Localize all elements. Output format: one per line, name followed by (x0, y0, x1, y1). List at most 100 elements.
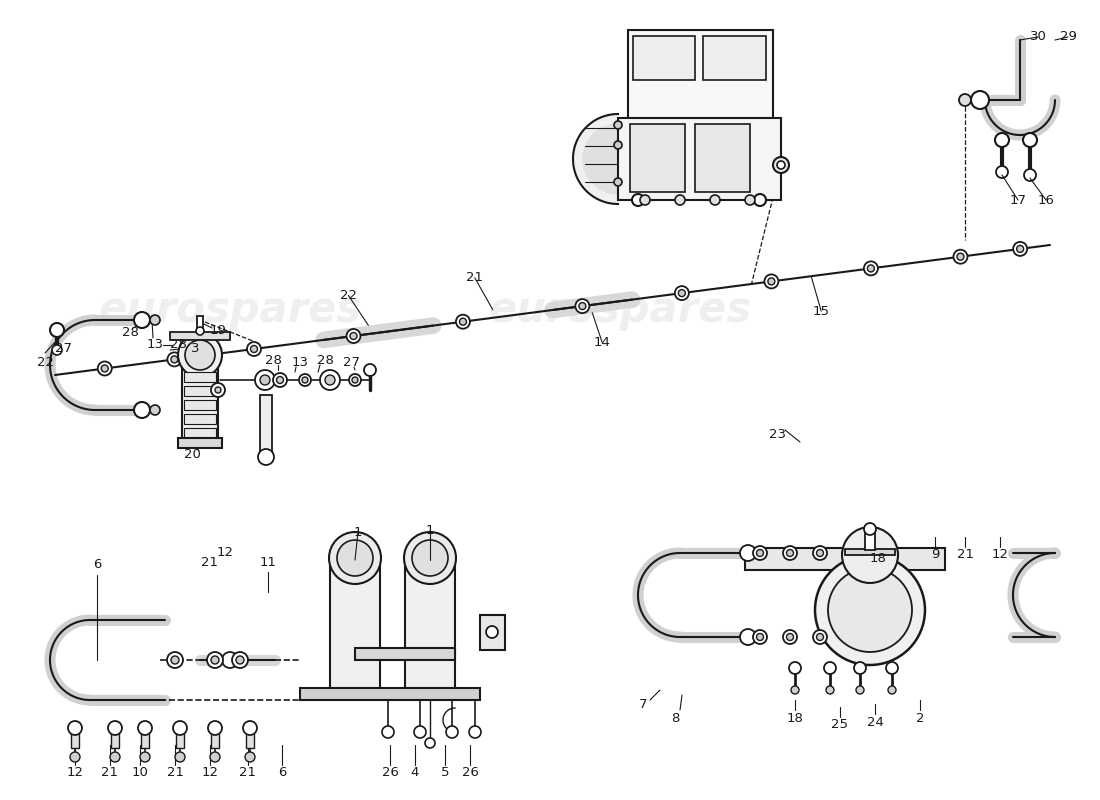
Circle shape (320, 370, 340, 390)
Circle shape (768, 278, 774, 285)
Circle shape (248, 342, 261, 356)
Circle shape (996, 166, 1008, 178)
Circle shape (276, 377, 284, 383)
Circle shape (258, 449, 274, 465)
Circle shape (196, 327, 204, 335)
Circle shape (813, 546, 827, 560)
Bar (197, 316, 204, 332)
Text: 5: 5 (441, 766, 449, 778)
Circle shape (185, 340, 214, 370)
Circle shape (745, 195, 755, 205)
Bar (184, 428, 216, 438)
Text: 24: 24 (867, 715, 883, 729)
Circle shape (740, 629, 756, 645)
Text: 27: 27 (343, 357, 361, 370)
Text: 13: 13 (292, 357, 308, 370)
Bar (72, 733, 79, 748)
Text: 28: 28 (265, 354, 282, 366)
Text: 21: 21 (201, 555, 219, 569)
Bar (630, 124, 685, 192)
Circle shape (110, 752, 120, 762)
Text: 7: 7 (639, 698, 647, 711)
Circle shape (98, 362, 112, 375)
Circle shape (260, 375, 270, 385)
Circle shape (791, 686, 799, 694)
Bar (182, 355, 218, 440)
Circle shape (816, 634, 824, 641)
Circle shape (404, 532, 456, 584)
Bar (865, 528, 874, 550)
Text: 30: 30 (1030, 30, 1046, 43)
Circle shape (959, 94, 971, 106)
Text: 1: 1 (426, 523, 434, 537)
Text: 16: 16 (1037, 194, 1055, 206)
Circle shape (632, 194, 644, 206)
Circle shape (349, 374, 361, 386)
Text: 25: 25 (832, 718, 848, 731)
Circle shape (446, 726, 458, 738)
Text: 12: 12 (201, 766, 219, 778)
Circle shape (842, 527, 898, 583)
Text: 8: 8 (671, 711, 679, 725)
Circle shape (412, 540, 448, 576)
Text: 19: 19 (210, 323, 227, 337)
Circle shape (150, 315, 160, 325)
Circle shape (222, 652, 238, 668)
Circle shape (324, 375, 336, 385)
Circle shape (575, 299, 590, 313)
Text: 18: 18 (786, 711, 803, 725)
Text: 12: 12 (217, 546, 233, 559)
Text: 3: 3 (190, 342, 199, 354)
Bar (184, 400, 216, 410)
Circle shape (70, 752, 80, 762)
Text: 12: 12 (66, 766, 84, 778)
Circle shape (971, 91, 989, 109)
Circle shape (382, 726, 394, 738)
Circle shape (138, 721, 152, 735)
Circle shape (236, 656, 244, 664)
Circle shape (757, 634, 763, 641)
Circle shape (957, 253, 964, 260)
Circle shape (425, 738, 435, 748)
Circle shape (251, 346, 257, 353)
Text: 29: 29 (1059, 30, 1077, 43)
Circle shape (150, 405, 160, 415)
Bar (260, 395, 272, 455)
Text: 21: 21 (166, 766, 184, 778)
Circle shape (864, 262, 878, 275)
Circle shape (996, 133, 1009, 147)
Circle shape (856, 686, 864, 694)
Circle shape (170, 656, 179, 664)
Circle shape (232, 652, 248, 668)
Circle shape (1024, 169, 1036, 181)
Circle shape (167, 352, 182, 366)
Circle shape (824, 662, 836, 674)
Circle shape (108, 721, 122, 735)
Circle shape (773, 157, 789, 173)
Circle shape (815, 555, 925, 665)
Circle shape (614, 141, 622, 149)
Circle shape (337, 540, 373, 576)
Bar (845, 549, 895, 555)
Circle shape (364, 364, 376, 376)
Polygon shape (573, 114, 618, 204)
Circle shape (134, 312, 150, 328)
Circle shape (828, 568, 912, 652)
Text: 20: 20 (184, 449, 200, 462)
Circle shape (777, 161, 785, 169)
Bar (211, 733, 219, 748)
Circle shape (245, 752, 255, 762)
Circle shape (211, 656, 219, 664)
Circle shape (329, 532, 381, 584)
Bar (355, 648, 455, 660)
Circle shape (140, 752, 150, 762)
Text: 13: 13 (146, 338, 164, 351)
Bar (695, 124, 750, 192)
Text: 28: 28 (122, 326, 139, 339)
Text: 11: 11 (260, 557, 276, 570)
Circle shape (854, 662, 866, 674)
Circle shape (710, 195, 720, 205)
Circle shape (302, 377, 308, 383)
Circle shape (486, 626, 498, 638)
Circle shape (783, 630, 798, 644)
